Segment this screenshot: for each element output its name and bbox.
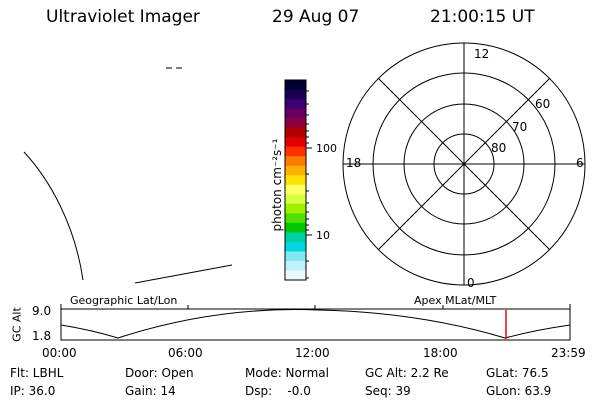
x-tick-1800: 18:00 xyxy=(423,346,458,360)
polar-plot xyxy=(342,42,586,286)
colorbar-swatch xyxy=(285,270,306,281)
colorbar-swatch xyxy=(285,203,306,214)
status-dsp: Dsp: -0.0 xyxy=(245,384,311,398)
colorbar-swatch xyxy=(285,89,306,100)
grid-line xyxy=(134,264,233,284)
status-mode: Mode: Normal xyxy=(245,366,329,380)
mlt-label-0: 0 xyxy=(467,276,475,290)
date-label: 29 Aug 07 xyxy=(272,7,360,27)
lat-label-60: 60 xyxy=(535,97,551,111)
colorbar-swatch xyxy=(285,232,306,243)
status-gain: Gain: 14 xyxy=(125,384,176,398)
status-filter: Flt: LBHL xyxy=(10,366,64,380)
mlt-label-6: 6 xyxy=(576,156,584,170)
timeline-ticks xyxy=(60,304,571,309)
colorbar-tick-10: 10 xyxy=(316,229,330,242)
colorbar-swatch xyxy=(285,118,306,129)
status-glat: GLat: 76.5 xyxy=(486,366,549,380)
status-door: Door: Open xyxy=(125,366,194,380)
colorbar-swatch xyxy=(285,165,306,176)
timeline-frame xyxy=(60,308,571,341)
polar-diagonal xyxy=(377,77,551,251)
status-ip: IP: 36.0 xyxy=(10,384,56,398)
colorbar-frame xyxy=(284,79,307,281)
x-tick-0600: 06:00 xyxy=(168,346,203,360)
colorbar-swatch xyxy=(285,175,306,186)
colorbar-ticks xyxy=(306,90,312,279)
colorbar-swatch xyxy=(285,184,306,195)
geographic-label: Geographic Lat/Lon xyxy=(70,294,178,307)
status-glon: GLon: 63.9 xyxy=(486,384,552,398)
status-seq: Seq: 39 xyxy=(365,384,411,398)
geographic-image-panel xyxy=(23,67,233,284)
colorbar-swatch xyxy=(285,251,306,262)
timeline-panel xyxy=(60,304,571,341)
altitude-curve xyxy=(60,309,571,339)
apex-label: Apex MLat/MLT xyxy=(414,294,497,307)
x-tick-0000: 00:00 xyxy=(42,346,77,360)
colorbar-swatch xyxy=(285,156,306,167)
colorbar-swatch xyxy=(285,80,306,91)
lat-label-70: 70 xyxy=(512,120,528,134)
x-tick-1200: 12:00 xyxy=(295,346,330,360)
colorbar-swatch xyxy=(285,194,306,205)
colorbar-swatch xyxy=(285,260,306,271)
y-tick-1.8: 1.8 xyxy=(32,329,52,343)
colorbar-swatch xyxy=(285,241,306,252)
mlt-label-18: 18 xyxy=(346,156,362,170)
app-title: Ultraviolet Imager xyxy=(46,7,200,27)
colorbar-tick-100: 100 xyxy=(316,142,337,155)
lat-label-80: 80 xyxy=(491,141,507,155)
grid-arc xyxy=(23,151,84,281)
x-tick-2359: 23:59 xyxy=(551,346,586,360)
timeline-ylabel: GC Alt xyxy=(10,307,24,342)
colorbar-unit-label: photon cm⁻²s⁻¹ xyxy=(270,138,284,232)
status-gc-alt: GC Alt: 2.2 Re xyxy=(365,366,449,380)
y-tick-9: 9.0 xyxy=(32,304,52,318)
colorbar xyxy=(285,80,306,281)
colorbar-swatch xyxy=(285,222,306,233)
colorbar-swatch xyxy=(285,213,306,224)
mlt-label-12: 12 xyxy=(474,47,490,61)
colorbar-swatch xyxy=(285,137,306,148)
colorbar-swatch xyxy=(285,146,306,157)
colorbar-swatch xyxy=(285,108,306,119)
colorbar-swatch xyxy=(285,99,306,110)
colorbar-swatch xyxy=(285,127,306,138)
time-label: 21:00:15 UT xyxy=(430,7,535,27)
